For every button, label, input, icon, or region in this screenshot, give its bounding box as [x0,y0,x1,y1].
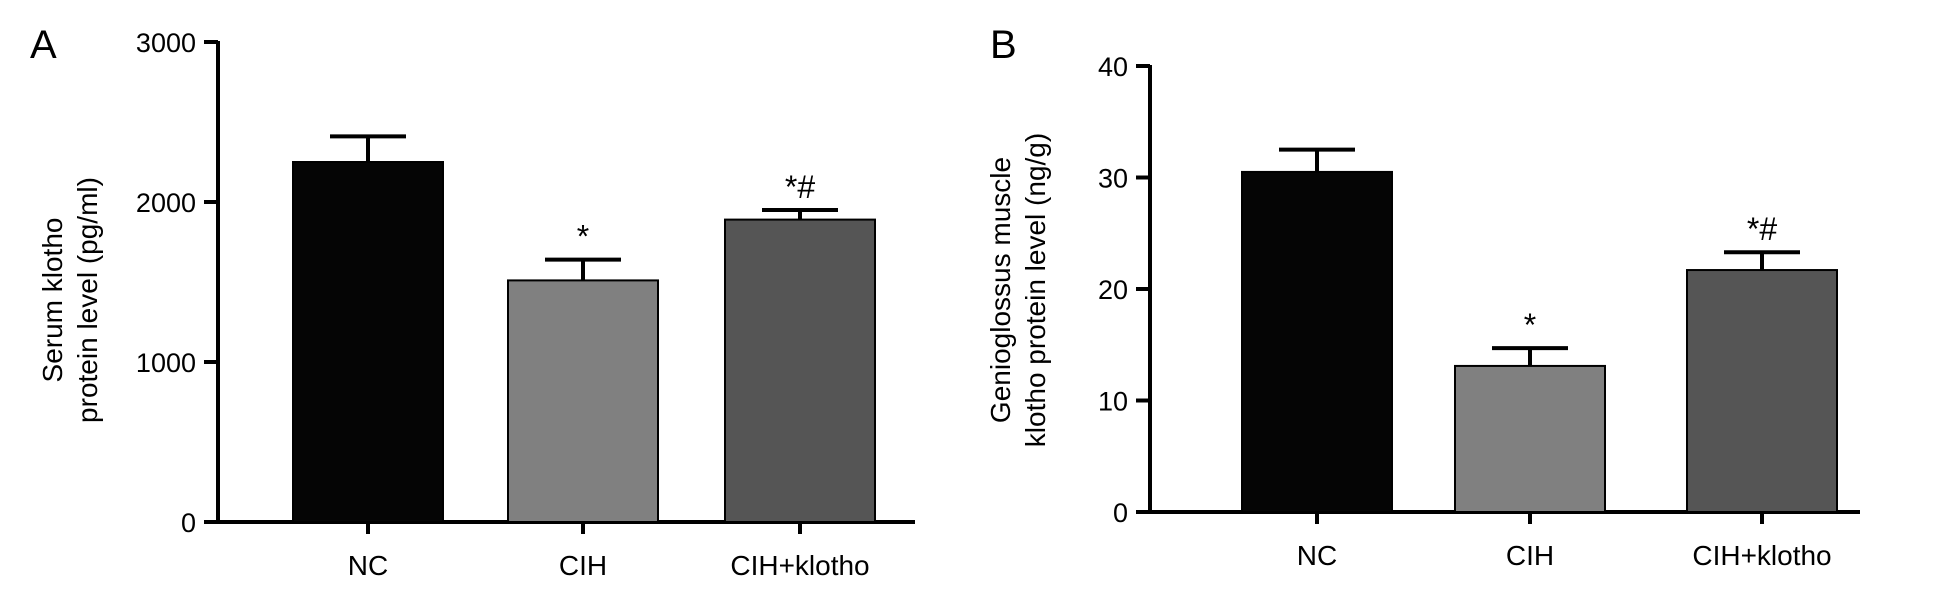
y-axis-label: klotho protein level (ng/g) [1020,133,1051,447]
panel-a: A Serum klotho protein level (pg/ml) 0 1000 2… [30,23,915,581]
y-tick-label: 2000 [136,188,196,218]
significance-marker: * [577,219,589,255]
bar [724,218,876,523]
y-tick-label: 10 [1098,387,1128,417]
panel-b: B Genioglossus muscle klotho protein level… [985,23,1860,571]
x-tick-label: NC [348,550,388,581]
bar [1454,364,1606,513]
significance-marker: *# [1747,211,1777,247]
y-tick-label: 20 [1098,275,1128,305]
x-tick-label: CIH [1506,540,1554,571]
y-tick-label: 30 [1098,164,1128,194]
x-tick-label: CIH [559,550,607,581]
y-tick-label: 40 [1098,52,1128,82]
x-tick-label: NC [1297,540,1337,571]
significance-marker: * [1524,307,1536,343]
y-tick-label: 1000 [136,348,196,378]
y-tick-label: 3000 [136,28,196,58]
bar [1241,170,1393,514]
y-tick-label: 0 [1113,498,1128,528]
bar [292,161,444,523]
y-tick-label: 0 [181,508,196,538]
x-tick-label: CIH+klotho [1692,540,1831,571]
x-tick-label: CIH+klotho [730,550,869,581]
panel-label: B [990,23,1017,67]
y-axis-label: protein level (pg/ml) [72,177,103,423]
y-axis-label: Serum klotho [37,218,68,383]
bar [1686,269,1838,514]
panel-label: A [30,23,57,67]
bar [507,279,659,523]
significance-marker: *# [785,169,815,205]
y-axis-label: Genioglossus muscle [985,157,1016,423]
